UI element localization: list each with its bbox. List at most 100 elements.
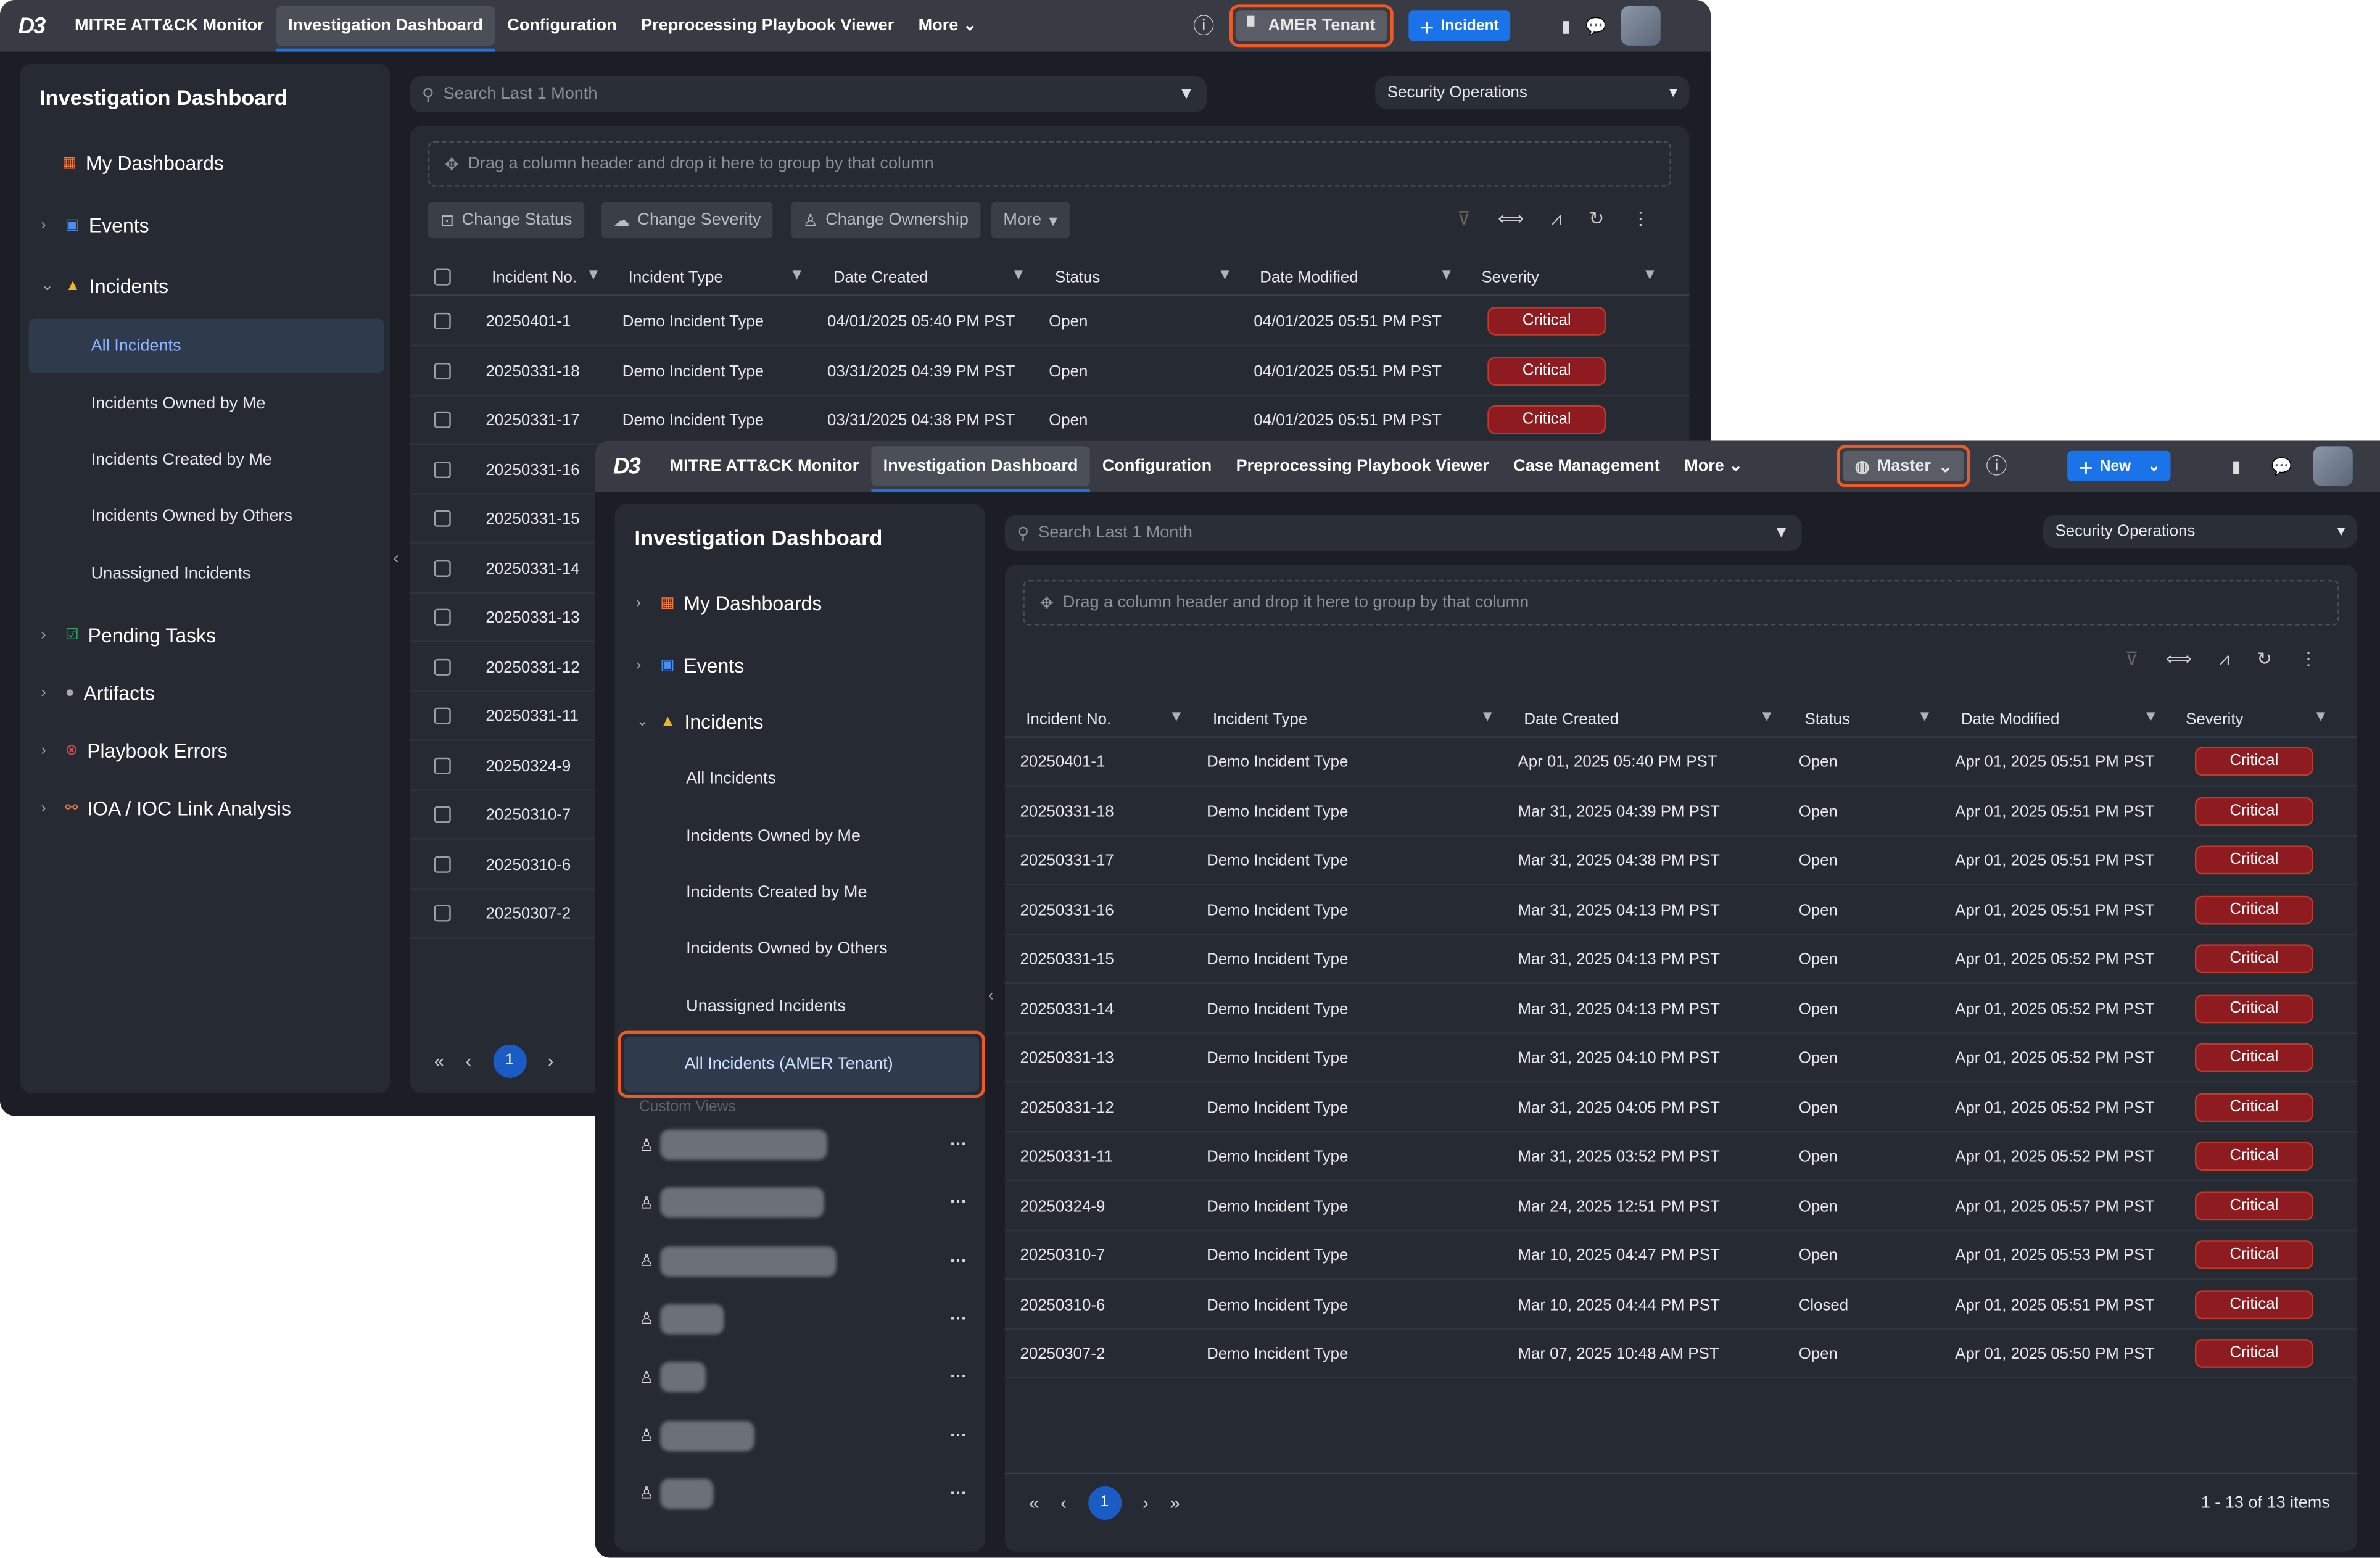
sidebar-item-events[interactable]: › ▣ Events bbox=[636, 654, 744, 677]
filter-icon[interactable]: ▼ bbox=[2143, 709, 2159, 726]
filter-icon[interactable]: ▼ bbox=[1217, 267, 1233, 284]
incident-no[interactable]: 20250324-9 bbox=[486, 756, 571, 776]
filter-icon[interactable]: ▼ bbox=[1479, 709, 1495, 726]
incident-no[interactable]: 20250401-1 bbox=[486, 312, 571, 331]
sidebar-item-playbook-errors[interactable]: › ⊗ Playbook Errors bbox=[41, 739, 227, 762]
incident-no[interactable]: 20250331-15 bbox=[486, 510, 580, 529]
workspace-dropdown[interactable]: Security Operations ▾ bbox=[1375, 76, 1690, 110]
column-header[interactable]: Date Modified bbox=[1961, 710, 2060, 729]
column-header[interactable]: Severity bbox=[1481, 268, 1539, 288]
tenant-switcher[interactable]: ▘ AMER Tenant bbox=[1235, 10, 1388, 41]
refresh-icon[interactable]: ↻ bbox=[1589, 208, 1605, 230]
sub-unassigned[interactable]: Unassigned Incidents bbox=[91, 565, 251, 583]
avatar[interactable] bbox=[2313, 446, 2353, 486]
document-icon[interactable]: ▮ bbox=[1561, 17, 1571, 36]
group-drop-zone[interactable]: ✥ Drag a column header and drop it here t… bbox=[1023, 579, 2339, 626]
ellipsis-menu-icon[interactable]: ··· bbox=[950, 1426, 967, 1445]
chat-icon[interactable]: 💬 bbox=[1585, 17, 1606, 36]
table-row[interactable]: 20250331-11 Demo Incident Type Mar 31, 202… bbox=[1004, 1133, 2358, 1182]
next-page-icon[interactable]: › bbox=[1142, 1492, 1149, 1514]
kebab-menu-icon[interactable]: ⋮ bbox=[2299, 648, 2318, 670]
ellipsis-menu-icon[interactable]: ··· bbox=[950, 1310, 967, 1328]
incident-no[interactable]: 20250310-6 bbox=[1020, 1296, 1105, 1314]
row-checkbox[interactable] bbox=[434, 362, 451, 379]
custom-view-item[interactable]: ♙ ··· bbox=[639, 1420, 967, 1451]
last-page-icon[interactable]: » bbox=[1170, 1492, 1180, 1514]
column-header[interactable]: Incident Type bbox=[1212, 710, 1308, 729]
column-header[interactable]: Incident Type bbox=[628, 268, 723, 288]
filter-icon[interactable]: ▼ bbox=[1642, 267, 1658, 284]
row-checkbox[interactable] bbox=[434, 559, 451, 576]
row-checkbox[interactable] bbox=[434, 707, 451, 724]
column-header[interactable]: Date Created bbox=[833, 268, 928, 288]
nav-configuration[interactable]: Configuration bbox=[507, 17, 617, 35]
document-icon[interactable]: ▮ bbox=[2231, 457, 2241, 476]
filter-icon[interactable]: ▼ bbox=[2313, 709, 2329, 726]
table-row[interactable]: 20250331-17 Demo Incident Type Mar 31, 202… bbox=[1004, 837, 2358, 885]
table-row[interactable]: 20250331-15 Demo Incident Type Mar 31, 202… bbox=[1004, 935, 2358, 984]
chart-icon[interactable]: ⩘ bbox=[1551, 208, 1562, 230]
search-box[interactable]: ⚲ Search Last 1 Month ▼ bbox=[410, 76, 1207, 113]
nav-more[interactable]: More ⌄ bbox=[1684, 457, 1743, 476]
column-header[interactable]: Date Created bbox=[1524, 710, 1619, 729]
sidebar-item-incidents[interactable]: ⌄ ▲ Incidents bbox=[636, 711, 764, 734]
filter-icon[interactable]: ▼ bbox=[789, 267, 804, 284]
page-1[interactable]: 1 bbox=[1088, 1486, 1122, 1520]
change-ownership-button[interactable]: ♙ Change Ownership bbox=[790, 202, 981, 239]
search-input[interactable]: Search Last 1 Month bbox=[1038, 523, 1192, 542]
chart-icon[interactable]: ⩘ bbox=[2219, 648, 2229, 670]
ellipsis-menu-icon[interactable]: ··· bbox=[950, 1135, 967, 1154]
sub-owned-by-others[interactable]: Incidents Owned by Others bbox=[686, 940, 888, 958]
filter-icon[interactable]: ▼ bbox=[1439, 267, 1454, 284]
search-input[interactable]: Search Last 1 Month bbox=[443, 85, 598, 104]
row-checkbox[interactable] bbox=[434, 510, 451, 527]
table-row[interactable]: 20250310-7 Demo Incident Type Mar 10, 2025… bbox=[1004, 1231, 2358, 1280]
column-header[interactable]: Severity bbox=[2186, 710, 2244, 729]
table-row[interactable]: 20250331-18 Demo Incident Type Mar 31, 202… bbox=[1004, 787, 2358, 836]
kebab-menu-icon[interactable]: ⋮ bbox=[1631, 208, 1650, 230]
incident-no[interactable]: 20250331-18 bbox=[1020, 802, 1114, 821]
incident-no[interactable]: 20250310-6 bbox=[486, 855, 571, 874]
first-page-icon[interactable]: « bbox=[1029, 1492, 1039, 1514]
incident-no[interactable]: 20250331-12 bbox=[1020, 1098, 1114, 1117]
sub-owned-by-others[interactable]: Incidents Owned by Others bbox=[91, 507, 293, 526]
sub-all-incidents-amer[interactable]: All Incidents (AMER Tenant) bbox=[624, 1037, 980, 1092]
info-icon[interactable]: ⓘ bbox=[1986, 454, 2007, 479]
filter-icon[interactable]: ▼ bbox=[1010, 267, 1027, 284]
ellipsis-menu-icon[interactable]: ··· bbox=[950, 1368, 967, 1386]
workspace-dropdown[interactable]: Security Operations ▾ bbox=[2043, 515, 2358, 549]
sidebar-item-events[interactable]: › ▣ Events bbox=[41, 214, 149, 237]
table-row[interactable]: 20250307-2 Demo Incident Type Mar 07, 2025… bbox=[1004, 1330, 2358, 1379]
chat-icon[interactable]: 💬 bbox=[2271, 457, 2292, 476]
table-row[interactable]: 20250310-6 Demo Incident Type Mar 10, 2025… bbox=[1004, 1280, 2358, 1330]
sub-created-by-me[interactable]: Incidents Created by Me bbox=[91, 450, 273, 470]
resize-columns-icon[interactable]: ⟺ bbox=[1498, 208, 1524, 230]
incident-no[interactable]: 20250401-1 bbox=[1020, 753, 1105, 771]
change-status-button[interactable]: ⊡ Change Status bbox=[428, 202, 585, 239]
sub-all-incidents[interactable]: All Incidents bbox=[686, 769, 777, 788]
row-checkbox[interactable] bbox=[434, 756, 451, 774]
nav-investigation-dashboard[interactable]: Investigation Dashboard bbox=[276, 6, 496, 52]
table-row[interactable]: 20250401-1 Demo Incident Type Apr 01, 2025… bbox=[1004, 738, 2358, 787]
table-row[interactable]: 20250331-14 Demo Incident Type Mar 31, 202… bbox=[1004, 985, 2358, 1034]
row-checkbox[interactable] bbox=[434, 658, 451, 675]
custom-view-item[interactable]: ♙ ··· bbox=[639, 1187, 967, 1219]
incident-no[interactable]: 20250331-13 bbox=[486, 608, 580, 628]
nav-mitre[interactable]: MITRE ATT&CK Monitor bbox=[669, 457, 859, 476]
incident-no[interactable]: 20250331-15 bbox=[1020, 950, 1114, 969]
column-header[interactable]: Incident No. bbox=[1026, 710, 1112, 729]
incident-no[interactable]: 20250331-12 bbox=[486, 658, 580, 677]
nav-configuration[interactable]: Configuration bbox=[1102, 457, 1212, 476]
incident-no[interactable]: 20250310-7 bbox=[1020, 1246, 1105, 1265]
column-header[interactable]: Incident No. bbox=[492, 268, 577, 288]
table-row[interactable]: 20250324-9 Demo Incident Type Mar 24, 2025… bbox=[1004, 1182, 2358, 1231]
new-button[interactable]: ＋ New ⌄ bbox=[2067, 450, 2171, 481]
sidebar-item-my-dashboards[interactable]: › ▦ My Dashboards bbox=[636, 592, 822, 615]
prev-page-icon[interactable]: ‹ bbox=[1060, 1492, 1067, 1514]
page-1[interactable]: 1 bbox=[492, 1044, 527, 1078]
row-checkbox[interactable] bbox=[434, 855, 451, 872]
nav-preprocessing[interactable]: Preprocessing Playbook Viewer bbox=[1236, 457, 1489, 476]
info-icon[interactable]: ⓘ bbox=[1192, 14, 1215, 38]
row-checkbox[interactable] bbox=[434, 806, 451, 823]
new-incident-button[interactable]: ＋ Incident bbox=[1408, 10, 1510, 41]
